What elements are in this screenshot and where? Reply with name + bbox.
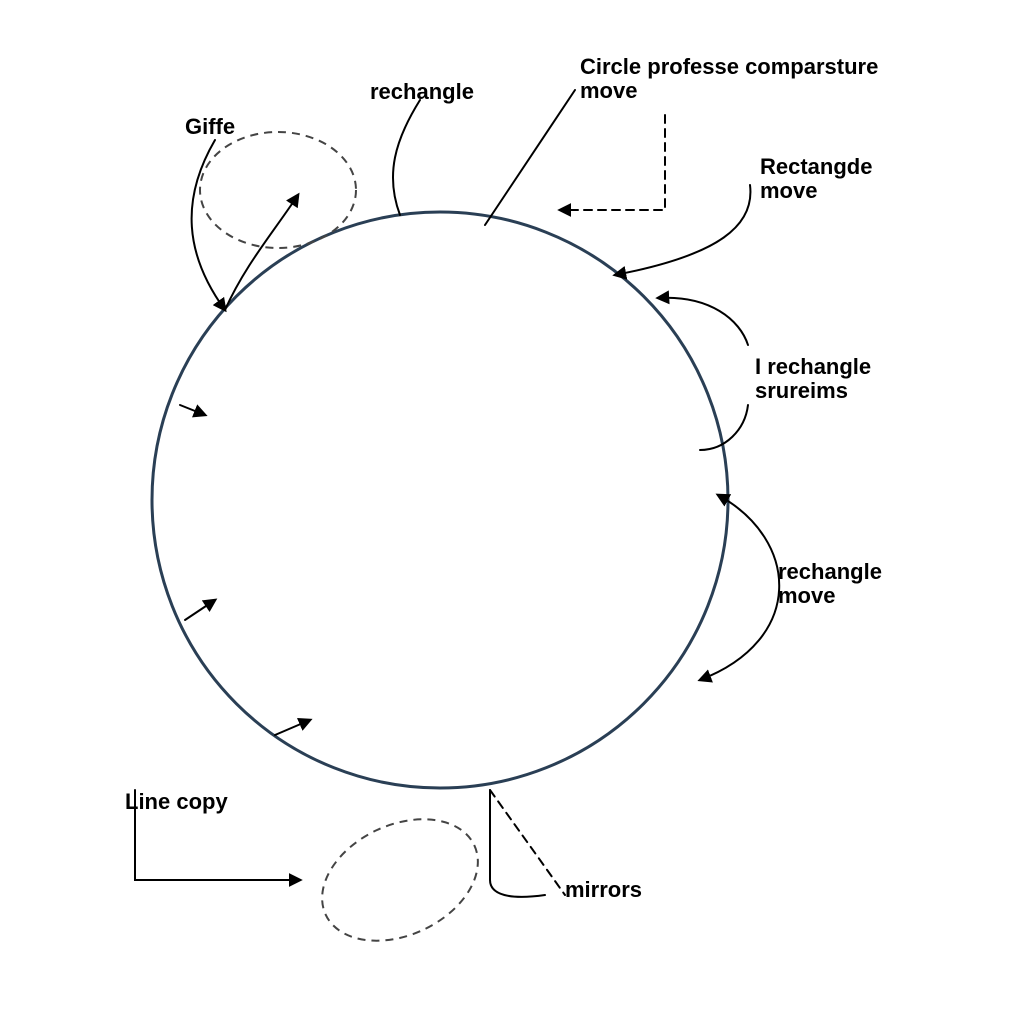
connector-rectangde_arrow xyxy=(560,115,665,210)
label-rech_move: rechangle move xyxy=(778,560,882,608)
dashed-ellipse-bottom xyxy=(302,795,497,964)
dashed-ellipse-top xyxy=(200,132,356,248)
label-irech: I rechangle srureims xyxy=(755,355,871,403)
connector-circle_prof_line xyxy=(485,90,575,225)
label-mirrors: mirrors xyxy=(565,878,642,902)
label-line_copy: Line copy xyxy=(125,790,228,814)
label-giffe: Giffe xyxy=(185,115,235,139)
main-circle xyxy=(152,212,728,788)
connector-mirrors_dashed xyxy=(490,790,565,895)
connector-rechangle_leader xyxy=(393,100,420,215)
label-rechangle: rechangle xyxy=(370,80,474,104)
label-circle_prof: Circle professe comparsture move xyxy=(580,55,878,103)
connector-rectangde_curve xyxy=(615,185,750,275)
label-rectangde: Rectangde move xyxy=(760,155,872,203)
connector-mirrors_leader xyxy=(490,790,545,897)
